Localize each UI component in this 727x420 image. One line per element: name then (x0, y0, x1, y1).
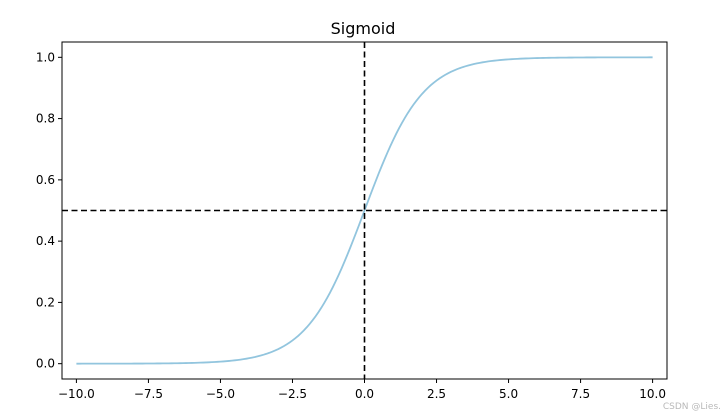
y-tick-label: 0.6 (36, 173, 55, 187)
x-tick-label: −7.5 (134, 387, 163, 401)
x-tick-label: −10.0 (58, 387, 95, 401)
y-tick-label: 0.8 (36, 112, 55, 126)
x-tick-label: 10.0 (639, 387, 666, 401)
x-tick-label: 0.0 (355, 387, 374, 401)
x-tick-label: 7.5 (571, 387, 590, 401)
x-tick-label: 5.0 (499, 387, 518, 401)
y-tick-label: 0.0 (36, 357, 55, 371)
y-tick-label: 1.0 (36, 50, 55, 64)
x-tick-label: 2.5 (427, 387, 446, 401)
y-tick-label: 0.4 (36, 234, 55, 248)
x-tick-label: −2.5 (278, 387, 307, 401)
series-line (76, 56, 653, 365)
x-tick-label: −5.0 (206, 387, 235, 401)
watermark: CSDN @Lies. (662, 402, 721, 412)
y-tick-label: 0.2 (36, 295, 55, 309)
chart-title: Sigmoid (331, 19, 396, 38)
